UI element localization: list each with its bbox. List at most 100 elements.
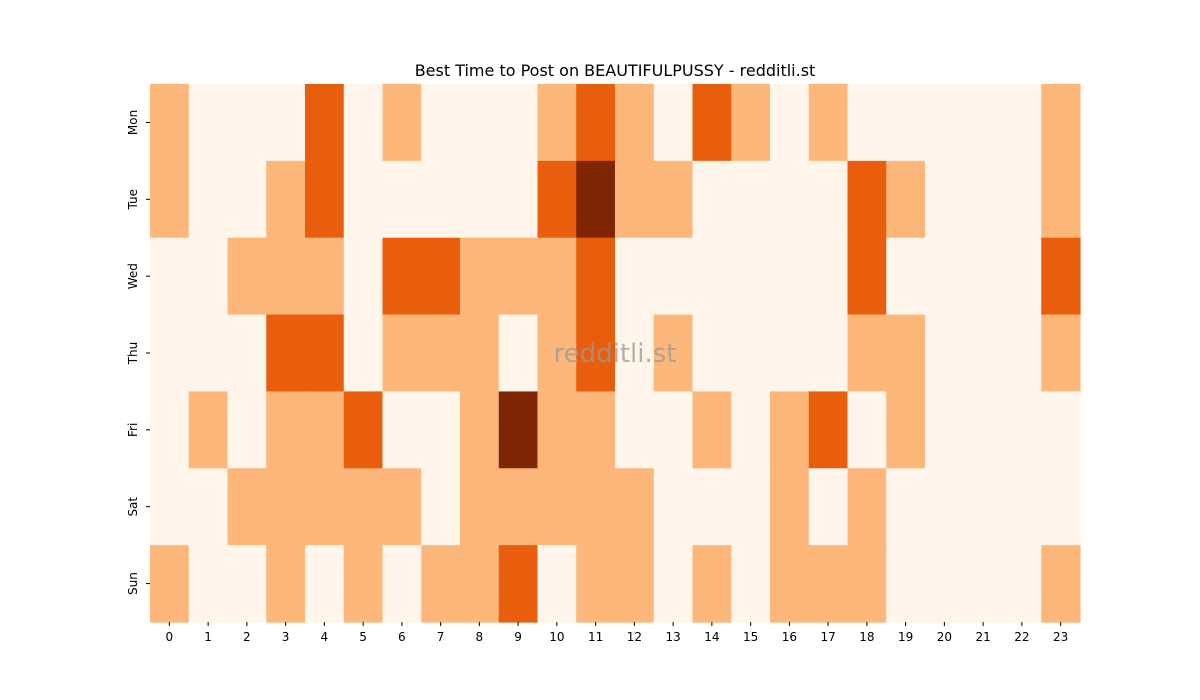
heatmap-cell [421, 160, 461, 239]
x-tick-label: 6 [398, 630, 406, 644]
heatmap-cell [692, 160, 732, 239]
heatmap-cell [963, 160, 1004, 239]
heatmap-cell [498, 237, 539, 316]
heatmap-cell [1041, 237, 1081, 316]
heatmap-cell [305, 160, 345, 239]
heatmap-cell [421, 237, 461, 316]
heatmap-cell [537, 314, 577, 393]
heatmap-cell [770, 160, 810, 239]
y-tick-label: Fri [126, 423, 140, 437]
heatmap-cell [498, 84, 539, 162]
x-tick-label: 16 [782, 630, 797, 644]
heatmap-cell [1041, 160, 1081, 239]
heatmap-cell [886, 468, 926, 546]
heatmap-cell [576, 545, 616, 623]
chart-title: Best Time to Post on BEAUTIFULPUSSY - re… [415, 61, 816, 80]
heatmap-cell [808, 314, 849, 393]
heatmap-cell [886, 391, 926, 469]
heatmap-cell [382, 391, 422, 469]
heatmap-cell [343, 160, 384, 239]
heatmap-cell [770, 314, 810, 393]
heatmap-cell [692, 545, 732, 623]
heatmap-cell [1041, 84, 1081, 162]
heatmap-cell [1002, 84, 1042, 162]
y-tick-label: Thu [126, 342, 140, 366]
heatmap-cell [382, 84, 422, 162]
heatmap-cell [925, 314, 965, 393]
x-tick-label: 5 [359, 630, 367, 644]
heatmap-cell [770, 545, 810, 623]
heatmap-cell [305, 391, 345, 469]
heatmap-cell [1002, 545, 1042, 623]
heatmap-cell [653, 391, 694, 469]
heatmap-cell [537, 391, 577, 469]
heatmap-cell [731, 314, 771, 393]
heatmap-cell [150, 468, 190, 546]
heatmap-cell [382, 160, 422, 239]
heatmap-cell [266, 314, 306, 393]
heatmap-cell [150, 237, 190, 316]
heatmap-cell [692, 391, 732, 469]
heatmap-cell [1041, 391, 1081, 469]
heatmap-cell [731, 237, 771, 316]
heatmap-cell [731, 468, 771, 546]
heatmap-cell [150, 84, 190, 162]
heatmap-cell [653, 237, 694, 316]
y-tick-label: Sat [126, 497, 140, 517]
heatmap-cell [963, 237, 1004, 316]
heatmap-cell [963, 391, 1004, 469]
heatmap-cell [1002, 160, 1042, 239]
heatmap-cell [382, 237, 422, 316]
heatmap-cell [227, 545, 267, 623]
heatmap-cell [731, 545, 771, 623]
heatmap-cell [537, 237, 577, 316]
heatmap-cell [460, 314, 500, 393]
heatmap-cell [653, 84, 694, 162]
y-tick-label: Mon [126, 110, 140, 135]
heatmap-cell [886, 160, 926, 239]
x-tick-label: 7 [437, 630, 445, 644]
heatmap-cell [188, 160, 229, 239]
heatmap-cell [847, 545, 887, 623]
heatmap-cell [886, 314, 926, 393]
heatmap-cell [343, 84, 384, 162]
heatmap-cell [537, 84, 577, 162]
heatmap-cell [770, 391, 810, 469]
heatmap-cells [150, 84, 1081, 623]
heatmap-cell [227, 84, 267, 162]
x-tick-label: 21 [975, 630, 990, 644]
heatmap-cell [150, 545, 190, 623]
heatmap-cell [692, 84, 732, 162]
heatmap-cell [925, 545, 965, 623]
heatmap-cell [421, 314, 461, 393]
heatmap-cell [653, 545, 694, 623]
y-axis: Mon Tue Wed Thu Fri Sat Sun [126, 110, 150, 595]
y-tick-label: Wed [126, 263, 140, 289]
heatmap-cell [1002, 391, 1042, 469]
heatmap-cell [886, 84, 926, 162]
heatmap-cell [421, 84, 461, 162]
heatmap-cell [615, 84, 655, 162]
heatmap-cell [266, 237, 306, 316]
heatmap-cell [847, 160, 887, 239]
heatmap-cell [963, 545, 1004, 623]
heatmap-cell [576, 468, 616, 546]
heatmap-cell [188, 391, 229, 469]
x-tick-label: 3 [282, 630, 290, 644]
heatmap-cell [266, 160, 306, 239]
heatmap-cell [653, 314, 694, 393]
heatmap-cell [1041, 545, 1081, 623]
heatmap-cell [925, 84, 965, 162]
heatmap-cell [576, 237, 616, 316]
heatmap-cell [150, 391, 190, 469]
heatmap-cell [150, 314, 190, 393]
x-tick-label: 18 [859, 630, 874, 644]
heatmap-cell [227, 391, 267, 469]
y-tick-label: Tue [126, 189, 140, 211]
heatmap-cell [305, 468, 345, 546]
heatmap-cell [963, 314, 1004, 393]
heatmap-cell [963, 468, 1004, 546]
heatmap-cell [847, 84, 887, 162]
heatmap-cell [808, 391, 849, 469]
